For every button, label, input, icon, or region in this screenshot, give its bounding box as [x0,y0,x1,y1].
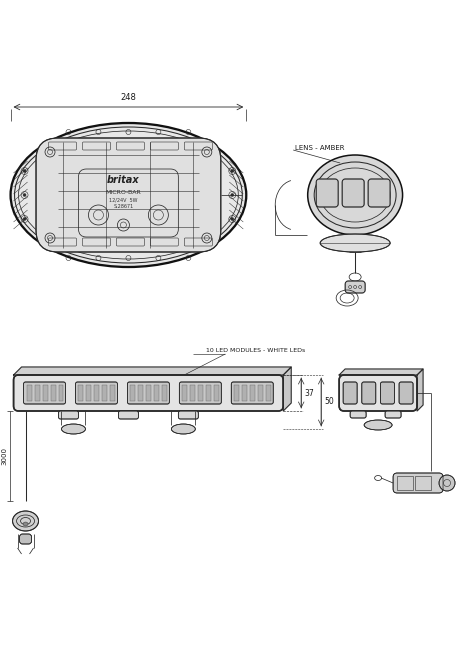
Ellipse shape [23,522,28,526]
FancyBboxPatch shape [345,281,365,293]
Bar [258,385,263,401]
Bar [234,385,239,401]
FancyBboxPatch shape [179,411,199,419]
Ellipse shape [231,217,234,221]
FancyBboxPatch shape [24,382,66,404]
FancyBboxPatch shape [342,179,364,207]
Text: 12/24V  5W: 12/24V 5W [109,197,138,203]
FancyBboxPatch shape [343,382,357,404]
Ellipse shape [231,170,234,172]
FancyBboxPatch shape [231,382,273,404]
Bar [182,385,187,401]
Bar [146,385,152,401]
Text: 248: 248 [120,93,136,102]
Polygon shape [339,369,423,375]
Bar [190,385,195,401]
FancyBboxPatch shape [127,382,169,404]
Bar [42,385,47,401]
Ellipse shape [364,420,392,430]
Ellipse shape [439,475,455,491]
Bar [111,385,115,401]
FancyBboxPatch shape [59,411,79,419]
Bar [59,385,64,401]
Ellipse shape [320,234,390,252]
Bar [139,385,143,401]
Polygon shape [13,367,291,375]
Ellipse shape [23,194,26,197]
Bar [415,476,431,490]
Polygon shape [417,369,423,411]
Bar [162,385,167,401]
FancyBboxPatch shape [362,382,376,404]
Bar [79,385,84,401]
Bar [154,385,159,401]
Text: S.28671: S.28671 [113,204,133,210]
Ellipse shape [231,194,234,197]
Text: 3000: 3000 [1,447,7,465]
Bar [206,385,211,401]
Text: 10 LED MODULES - WHITE LEDs: 10 LED MODULES - WHITE LEDs [206,348,305,353]
FancyBboxPatch shape [179,382,221,404]
Bar [51,385,55,401]
Bar [242,385,247,401]
Polygon shape [283,367,291,411]
Bar [199,385,203,401]
Bar [86,385,92,401]
Bar [130,385,135,401]
FancyBboxPatch shape [393,473,443,493]
FancyBboxPatch shape [380,382,394,404]
FancyBboxPatch shape [75,382,118,404]
FancyBboxPatch shape [368,179,390,207]
Text: 50: 50 [324,397,334,406]
Text: 37: 37 [304,388,314,397]
Text: MICRO-BAR: MICRO-BAR [106,190,141,195]
Ellipse shape [172,424,195,434]
Ellipse shape [308,155,403,235]
Ellipse shape [23,170,26,172]
Bar [266,385,271,401]
FancyBboxPatch shape [399,382,413,404]
Ellipse shape [11,123,246,267]
Bar [397,476,413,490]
Text: britax: britax [107,175,140,185]
Bar [214,385,219,401]
Bar [102,385,107,401]
Ellipse shape [61,424,86,434]
FancyBboxPatch shape [119,411,139,419]
FancyBboxPatch shape [36,138,221,252]
Text: LENS - AMBER: LENS - AMBER [295,145,345,151]
FancyBboxPatch shape [316,179,338,207]
FancyBboxPatch shape [13,375,283,411]
FancyBboxPatch shape [339,375,417,411]
Bar [34,385,40,401]
Bar [250,385,255,401]
FancyBboxPatch shape [350,411,366,418]
FancyBboxPatch shape [385,411,401,418]
Bar [27,385,32,401]
Bar [94,385,100,401]
Ellipse shape [23,217,26,221]
FancyBboxPatch shape [20,534,32,544]
Ellipse shape [13,511,39,531]
